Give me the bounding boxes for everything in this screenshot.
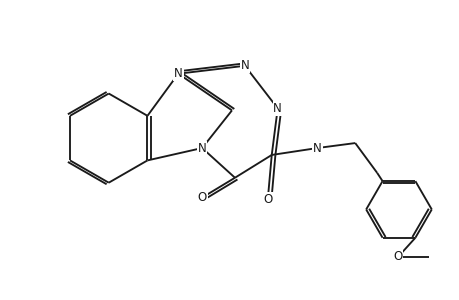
Text: N: N xyxy=(273,102,281,115)
Text: O: O xyxy=(197,191,207,204)
Text: N: N xyxy=(197,142,206,154)
Text: N: N xyxy=(313,142,321,154)
Text: N: N xyxy=(240,59,249,72)
Text: O: O xyxy=(392,250,402,263)
Text: N: N xyxy=(174,67,182,80)
Text: O: O xyxy=(263,193,272,206)
